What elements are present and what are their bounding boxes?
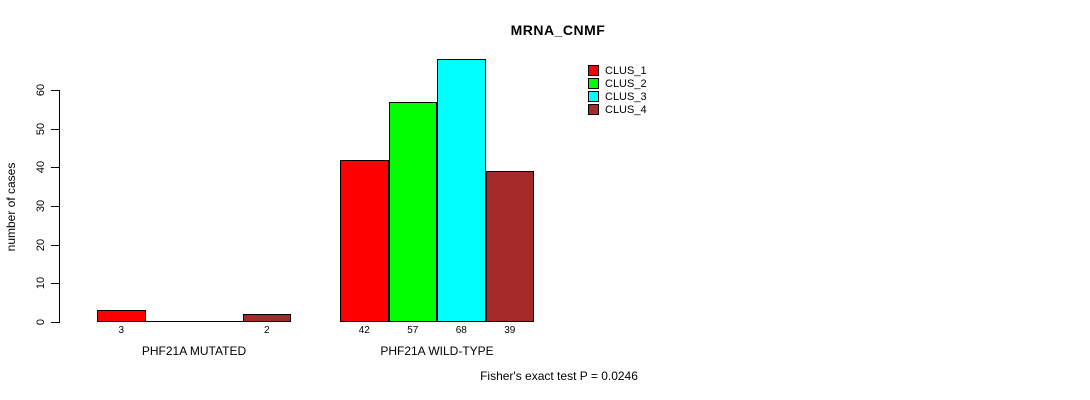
legend-swatch-CLUS_3 [588,91,599,102]
bar-CLUS_3-wild-type [437,59,486,322]
legend-swatch-CLUS_2 [588,78,599,89]
y-tick-label-60: 60 [35,83,47,97]
bar-value-label: 57 [407,325,419,336]
bar-CLUS_4-mutated [242,314,291,322]
y-tick-label-50: 50 [35,122,47,135]
legend: CLUS_1 CLUS_2 CLUS_3 CLUS_4 [588,64,647,116]
y-axis-tick-30 [51,205,59,207]
y-tick-label-30: 30 [35,199,47,213]
bar-CLUS_4-wild-type [485,171,534,322]
y-axis-tick-60 [51,89,59,91]
legend-item-CLUS_3: CLUS_3 [588,90,647,103]
x-baseline-mutated [97,321,291,322]
legend-label-CLUS_4: CLUS_4 [605,103,647,116]
legend-item-CLUS_2: CLUS_2 [588,77,647,90]
legend-label-CLUS_3: CLUS_3 [605,90,647,103]
legend-item-CLUS_1: CLUS_1 [588,64,647,77]
bar-CLUS_1-wild-type [340,159,389,322]
legend-swatch-CLUS_1 [588,65,599,76]
bar-value-label: 3 [118,325,125,336]
x-group-label-wild-type: PHF21A WILD-TYPE [380,344,494,358]
y-axis-tick-10 [51,283,59,285]
y-axis-title: number of cases [4,162,18,252]
y-axis-tick-0 [51,322,59,323]
y-axis-tick-50 [51,128,59,130]
bar-value-label: 2 [263,325,270,336]
y-tick-label-10: 10 [35,277,47,290]
y-tick-label-0: 0 [35,318,47,326]
x-group-label-mutated: PHF21A MUTATED [141,344,247,358]
bar-CLUS_2-wild-type [388,101,437,322]
chart-title: MRNA_CNMF [510,22,606,38]
y-tick-label-20: 20 [35,238,47,251]
bar-value-label: 39 [504,325,516,336]
y-tick-label-40: 40 [35,161,47,174]
y-axis-tick-40 [51,167,59,169]
y-axis-tick-20 [51,244,59,246]
bar-value-label: 68 [455,325,467,336]
legend-label-CLUS_2: CLUS_2 [605,77,647,90]
annotation-fisher-test: Fisher's exact test P = 0.0246 [480,369,638,383]
legend-item-CLUS_4: CLUS_4 [588,103,647,116]
legend-swatch-CLUS_4 [588,104,599,115]
bar-value-label: 42 [358,325,370,336]
legend-label-CLUS_1: CLUS_1 [605,64,647,77]
y-axis-line [59,89,60,323]
bar-CLUS_1-mutated [97,310,146,322]
